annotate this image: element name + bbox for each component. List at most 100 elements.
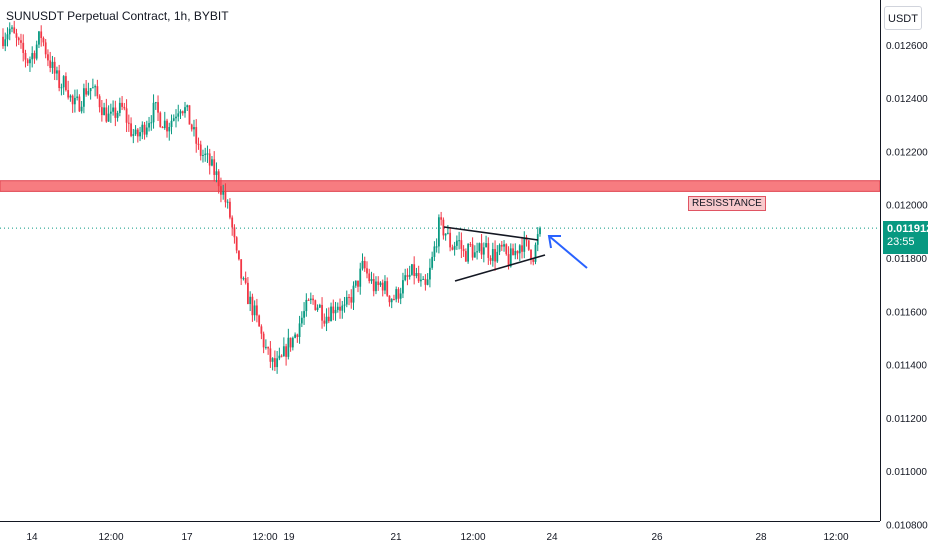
candle-body bbox=[285, 346, 288, 357]
candle-body bbox=[431, 256, 434, 268]
candle-body bbox=[105, 107, 108, 122]
candle-body bbox=[179, 111, 182, 114]
candle-body bbox=[116, 112, 119, 118]
triangle-pattern bbox=[443, 226, 546, 282]
candle-body bbox=[294, 334, 296, 338]
candle-body bbox=[305, 299, 308, 312]
candle-body bbox=[69, 95, 72, 98]
resistance-zone-band bbox=[0, 180, 881, 192]
candle-body bbox=[312, 298, 314, 301]
candle-body bbox=[348, 297, 350, 299]
candle-body bbox=[467, 244, 470, 262]
candle-body bbox=[20, 40, 22, 43]
candle-body bbox=[67, 90, 70, 98]
candle-body bbox=[354, 280, 357, 286]
candle-body bbox=[255, 305, 258, 316]
candle-body bbox=[186, 105, 189, 108]
candle-body bbox=[13, 27, 16, 34]
arrow-annotation bbox=[547, 235, 588, 269]
price-tick-label: 0.011000 bbox=[886, 467, 927, 478]
triangle-lower-line bbox=[454, 254, 546, 282]
candle-body bbox=[397, 289, 400, 299]
candle-body bbox=[280, 355, 283, 357]
candle-body bbox=[62, 76, 65, 88]
candle-body bbox=[325, 316, 328, 324]
candle-body bbox=[22, 42, 25, 53]
candle-body bbox=[136, 129, 139, 137]
candle-body bbox=[29, 59, 31, 64]
candle-body bbox=[435, 246, 438, 248]
candle-body bbox=[85, 88, 88, 95]
price-axis: 0.012600 0.012400 0.012200 0.012000 0.011800… bbox=[880, 0, 928, 532]
candle-body bbox=[107, 113, 110, 122]
candle-body bbox=[168, 126, 171, 132]
candle-body bbox=[375, 281, 377, 292]
candle-body bbox=[267, 346, 270, 349]
candle-body bbox=[446, 232, 449, 234]
candle-body bbox=[309, 298, 312, 301]
price-tick-label: 0.012000 bbox=[886, 201, 928, 212]
candle-body bbox=[453, 245, 456, 250]
candle-body bbox=[145, 127, 148, 135]
candle-body bbox=[336, 306, 339, 310]
candle-body bbox=[318, 304, 321, 308]
candle-body bbox=[127, 122, 130, 124]
candle-body bbox=[303, 311, 305, 318]
candle-body bbox=[229, 201, 231, 218]
candle-body bbox=[415, 273, 418, 277]
candle-body bbox=[260, 326, 263, 334]
candle-body bbox=[460, 240, 463, 249]
candle-body bbox=[381, 282, 384, 291]
currency-button[interactable]: USDT bbox=[884, 6, 922, 30]
candle-body bbox=[262, 333, 265, 348]
candle-body bbox=[532, 259, 535, 262]
time-tick-label: 12:00 bbox=[98, 532, 123, 543]
candle-body bbox=[213, 159, 216, 175]
price-tick-label: 0.012600 bbox=[886, 41, 928, 52]
candle-body bbox=[406, 275, 409, 277]
candle-body bbox=[366, 268, 368, 274]
candle-body bbox=[161, 126, 164, 129]
candle-body bbox=[359, 268, 362, 287]
candle-body bbox=[269, 348, 272, 362]
candle-body bbox=[314, 300, 317, 311]
candle-body bbox=[471, 244, 474, 258]
candle-body bbox=[476, 251, 478, 253]
candle-body bbox=[125, 108, 128, 123]
triangle-upper-line bbox=[443, 226, 539, 241]
candle-body bbox=[247, 282, 249, 305]
arrow-shaft bbox=[548, 235, 588, 269]
candle-body bbox=[31, 53, 34, 60]
candle-body bbox=[278, 355, 281, 359]
candle-body bbox=[35, 44, 38, 59]
candle-body bbox=[480, 243, 483, 255]
candle-body bbox=[231, 217, 234, 228]
candle-body bbox=[58, 70, 61, 88]
candle-body bbox=[98, 96, 101, 108]
candle-body bbox=[516, 250, 519, 254]
candle-body bbox=[462, 248, 465, 252]
candle-body bbox=[150, 122, 153, 124]
candle-body bbox=[296, 334, 299, 338]
candle-body bbox=[523, 237, 526, 252]
candle-body bbox=[181, 111, 184, 114]
price-tick-label: 0.011800 bbox=[886, 254, 927, 265]
candle-body bbox=[6, 34, 9, 40]
candle-body bbox=[426, 279, 429, 285]
candle-body bbox=[238, 250, 240, 260]
candle-body bbox=[413, 264, 416, 277]
price-tick-label: 0.012400 bbox=[886, 94, 928, 105]
candle-body bbox=[33, 53, 36, 59]
chart-title: SUNUSDT Perpetual Contract, 1h, BYBIT bbox=[6, 9, 229, 23]
candle-body bbox=[345, 297, 348, 305]
candle-body bbox=[51, 61, 54, 68]
candle-body bbox=[60, 87, 63, 89]
candle-body bbox=[282, 346, 285, 357]
candle-body bbox=[489, 257, 492, 261]
candle-body bbox=[482, 247, 485, 255]
candle-body bbox=[372, 279, 375, 292]
candle-body bbox=[509, 248, 512, 267]
candle-body bbox=[422, 278, 425, 280]
candle-body bbox=[190, 124, 193, 130]
